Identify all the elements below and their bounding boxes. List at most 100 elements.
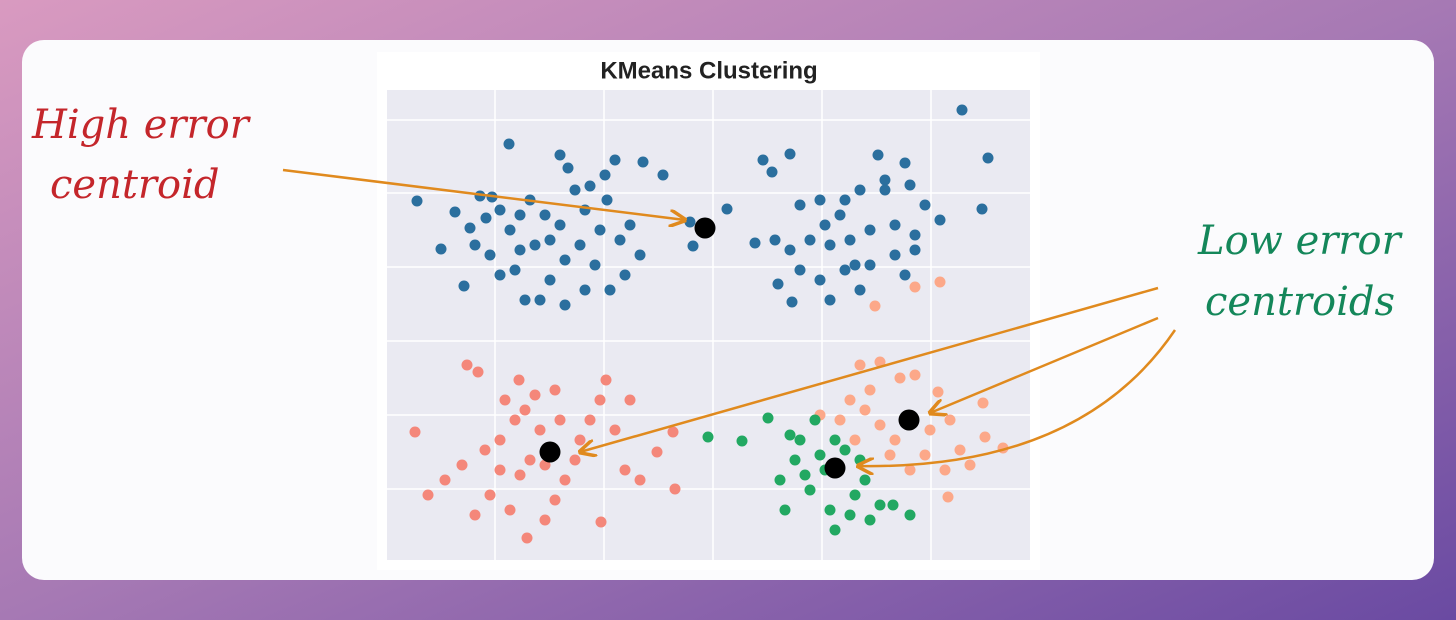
point bbox=[702, 431, 714, 443]
point bbox=[829, 434, 841, 446]
point bbox=[529, 239, 541, 251]
point bbox=[509, 264, 521, 276]
point bbox=[569, 184, 581, 196]
point bbox=[774, 474, 786, 486]
point bbox=[469, 239, 481, 251]
point bbox=[651, 446, 663, 458]
point bbox=[435, 243, 447, 255]
point bbox=[464, 222, 476, 234]
point bbox=[494, 434, 506, 446]
point bbox=[762, 412, 774, 424]
point bbox=[872, 149, 884, 161]
chart-title: KMeans Clustering bbox=[600, 57, 817, 84]
point bbox=[589, 259, 601, 271]
point bbox=[609, 424, 621, 436]
point bbox=[574, 434, 586, 446]
point bbox=[909, 281, 921, 293]
point bbox=[909, 369, 921, 381]
point bbox=[504, 224, 516, 236]
point bbox=[932, 386, 944, 398]
points bbox=[409, 104, 1009, 544]
point bbox=[956, 104, 968, 116]
point bbox=[854, 184, 866, 196]
point bbox=[844, 394, 856, 406]
point bbox=[784, 244, 796, 256]
point bbox=[874, 499, 886, 511]
point bbox=[849, 434, 861, 446]
point bbox=[954, 444, 966, 456]
point bbox=[609, 154, 621, 166]
point bbox=[534, 294, 546, 306]
point bbox=[879, 184, 891, 196]
point bbox=[849, 259, 861, 271]
point bbox=[824, 239, 836, 251]
point bbox=[794, 434, 806, 446]
point bbox=[469, 509, 481, 521]
point bbox=[839, 444, 851, 456]
point bbox=[794, 264, 806, 276]
point bbox=[859, 404, 871, 416]
point bbox=[684, 216, 696, 228]
arrow bbox=[282, 168, 685, 220]
point bbox=[864, 224, 876, 236]
point bbox=[584, 180, 596, 192]
point bbox=[614, 234, 626, 246]
point bbox=[904, 509, 916, 521]
point bbox=[789, 454, 801, 466]
point bbox=[854, 284, 866, 296]
point bbox=[794, 199, 806, 211]
point bbox=[934, 276, 946, 288]
point bbox=[839, 194, 851, 206]
point bbox=[849, 489, 861, 501]
centroid bbox=[898, 409, 920, 431]
point bbox=[884, 449, 896, 461]
point bbox=[619, 269, 631, 281]
point bbox=[624, 394, 636, 406]
point bbox=[504, 504, 516, 516]
point bbox=[595, 516, 607, 528]
point bbox=[834, 414, 846, 426]
point bbox=[604, 284, 616, 296]
point bbox=[472, 366, 484, 378]
point bbox=[562, 162, 574, 174]
point bbox=[529, 389, 541, 401]
point bbox=[637, 156, 649, 168]
point bbox=[854, 359, 866, 371]
point bbox=[799, 469, 811, 481]
centroid bbox=[824, 457, 846, 479]
annotations: High error centroid Low error centroids bbox=[31, 102, 1404, 325]
point bbox=[554, 149, 566, 161]
point bbox=[784, 429, 796, 441]
point bbox=[494, 204, 506, 216]
point bbox=[494, 269, 506, 281]
point bbox=[772, 278, 784, 290]
point bbox=[657, 169, 669, 181]
point bbox=[634, 474, 646, 486]
point bbox=[559, 254, 571, 266]
arrow bbox=[858, 329, 1177, 466]
plot-area bbox=[387, 90, 1030, 560]
point bbox=[814, 274, 826, 286]
point bbox=[409, 426, 421, 438]
arrow bbox=[930, 316, 1159, 413]
point bbox=[559, 474, 571, 486]
point bbox=[544, 274, 556, 286]
point bbox=[619, 464, 631, 476]
point bbox=[513, 374, 525, 386]
point bbox=[519, 404, 531, 416]
point bbox=[422, 489, 434, 501]
point bbox=[757, 154, 769, 166]
point bbox=[539, 209, 551, 221]
point bbox=[874, 356, 886, 368]
point bbox=[569, 454, 581, 466]
point bbox=[814, 449, 826, 461]
centroid bbox=[694, 217, 716, 239]
point bbox=[721, 203, 733, 215]
point bbox=[824, 504, 836, 516]
point bbox=[814, 194, 826, 206]
point bbox=[899, 269, 911, 281]
point bbox=[599, 169, 611, 181]
point bbox=[514, 244, 526, 256]
